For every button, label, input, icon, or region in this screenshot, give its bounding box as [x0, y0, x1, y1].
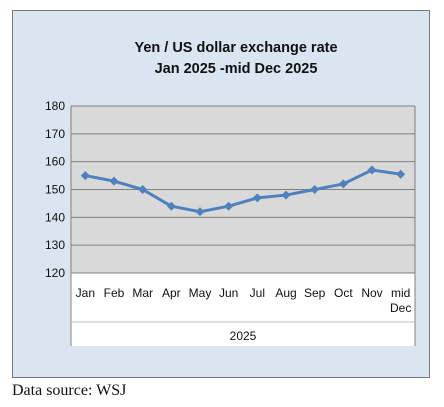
y-tick-label: 140	[45, 210, 65, 224]
y-tick-label: 120	[45, 266, 65, 280]
y-tick-label: 160	[45, 155, 65, 169]
source-note: Data source: WSJ	[12, 382, 127, 399]
x-group-label: 2025	[230, 329, 257, 343]
data-point-marker	[80, 171, 90, 181]
y-tick-label: 130	[45, 238, 65, 252]
x-tick-label: Jan	[76, 286, 95, 300]
data-point-marker	[367, 165, 377, 175]
chart-title-line-1: Yen / US dollar exchange rate	[134, 40, 337, 56]
x-tick-label: Jun	[219, 286, 238, 300]
data-point-marker	[252, 193, 262, 203]
x-tick-label: Aug	[275, 286, 296, 300]
series-line	[85, 168, 401, 214]
data-point-marker	[166, 201, 176, 211]
y-tick-label: 150	[45, 183, 65, 197]
x-tick-label: Feb	[104, 286, 125, 300]
chart-frame: Yen / US dollar exchange rate Jan 2025 -…	[12, 10, 430, 378]
data-point-marker	[310, 185, 320, 194]
x-tick-label: Apr	[162, 286, 181, 300]
plot-area: 120 130 140 150 160 170 180 Jan Feb Mar Apr May Jun J…	[45, 99, 416, 346]
x-tick-label: May	[189, 286, 212, 300]
x-tick-label: Nov	[361, 286, 382, 300]
x-tick-label: Sep	[304, 286, 326, 300]
data-point-marker	[281, 190, 291, 200]
x-tick-label: Oct	[334, 286, 353, 300]
category-axis-panel	[71, 273, 415, 346]
y-tick-label: 180	[45, 99, 65, 113]
x-tick-label: Jul	[250, 286, 265, 300]
x-tick-label: Mar	[132, 286, 153, 300]
x-tick-label: mid Dec	[390, 286, 411, 315]
data-point-marker	[396, 169, 406, 179]
data-point-marker	[195, 207, 205, 217]
chart-title-line-2: Jan 2025 -mid Dec 2025	[155, 61, 318, 77]
line-chart: Yen / US dollar exchange rate Jan 2025 -…	[45, 40, 416, 346]
data-point-marker	[109, 176, 119, 186]
y-tick-label: 170	[45, 127, 65, 141]
data-point-marker	[224, 201, 234, 211]
data-point-marker	[338, 179, 348, 189]
data-point-marker	[138, 185, 148, 194]
